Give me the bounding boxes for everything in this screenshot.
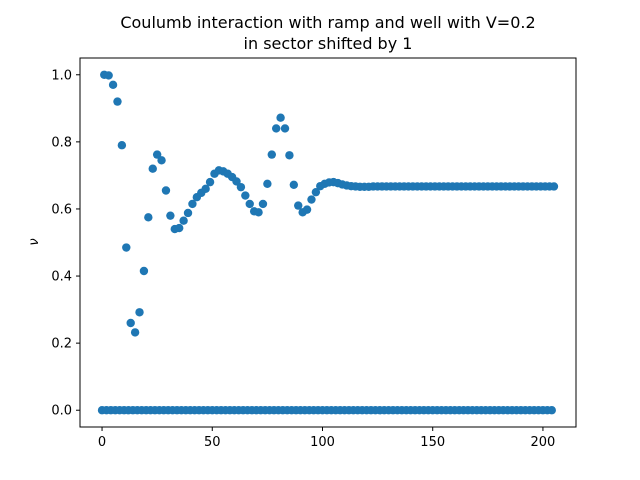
- data-points: [97, 70, 559, 415]
- data-point: [144, 213, 153, 222]
- x-tick-label: 50: [204, 435, 221, 450]
- x-tick-label: 150: [420, 435, 445, 450]
- data-point: [104, 71, 113, 80]
- x-tick-label: 0: [98, 435, 106, 450]
- data-point: [188, 199, 197, 209]
- data-point: [157, 156, 166, 165]
- data-point: [285, 151, 294, 160]
- data-point: [307, 195, 316, 204]
- data-point: [272, 124, 281, 133]
- data-point: [232, 177, 241, 186]
- data-point: [289, 180, 299, 189]
- data-point: [547, 406, 556, 415]
- y-tick-label: 0.4: [51, 270, 72, 285]
- data-point: [122, 243, 131, 252]
- data-point: [245, 199, 254, 209]
- data-point: [108, 80, 118, 90]
- y-axis-label: ν: [27, 238, 42, 245]
- data-point: [254, 208, 263, 217]
- data-point: [276, 113, 285, 122]
- data-point: [139, 266, 149, 276]
- data-point: [117, 141, 127, 150]
- data-point: [280, 124, 290, 133]
- data-point: [152, 150, 162, 159]
- y-axis-ticks: 0.0 0.2 0.4 0.6 0.8 1.0: [51, 68, 80, 419]
- data-point: [179, 216, 188, 225]
- data-point: [263, 179, 272, 188]
- data-point: [148, 164, 157, 173]
- data-point: [302, 205, 312, 214]
- x-tick-label: 200: [531, 435, 556, 450]
- plot-area-frame: [79, 57, 577, 428]
- data-point: [161, 186, 171, 195]
- data-point: [267, 150, 276, 159]
- data-point: [113, 97, 122, 106]
- chart-title-line-1: Coulumb interaction with ramp and well w…: [120, 13, 535, 32]
- y-tick-label: 1.0: [51, 68, 72, 83]
- data-point: [549, 182, 559, 191]
- data-point: [236, 182, 246, 192]
- data-point: [311, 187, 321, 197]
- data-point: [258, 199, 268, 209]
- data-point: [135, 308, 144, 317]
- x-axis-ticks: 0 50 100 150 200: [98, 427, 555, 450]
- data-point: [183, 208, 193, 218]
- y-tick-label: 0.8: [51, 135, 72, 150]
- data-point: [166, 211, 175, 220]
- data-point: [294, 201, 303, 210]
- data-point: [241, 191, 250, 200]
- y-tick-label: 0.0: [51, 404, 72, 419]
- data-point: [175, 223, 184, 233]
- y-tick-label: 0.6: [51, 202, 72, 217]
- data-point: [126, 318, 135, 328]
- x-tick-label: 100: [310, 435, 335, 450]
- data-point: [201, 184, 210, 194]
- data-point: [205, 177, 215, 187]
- data-point: [130, 328, 140, 337]
- y-tick-label: 0.2: [51, 337, 72, 352]
- chart-title-line-2: in sector shifted by 1: [244, 34, 413, 53]
